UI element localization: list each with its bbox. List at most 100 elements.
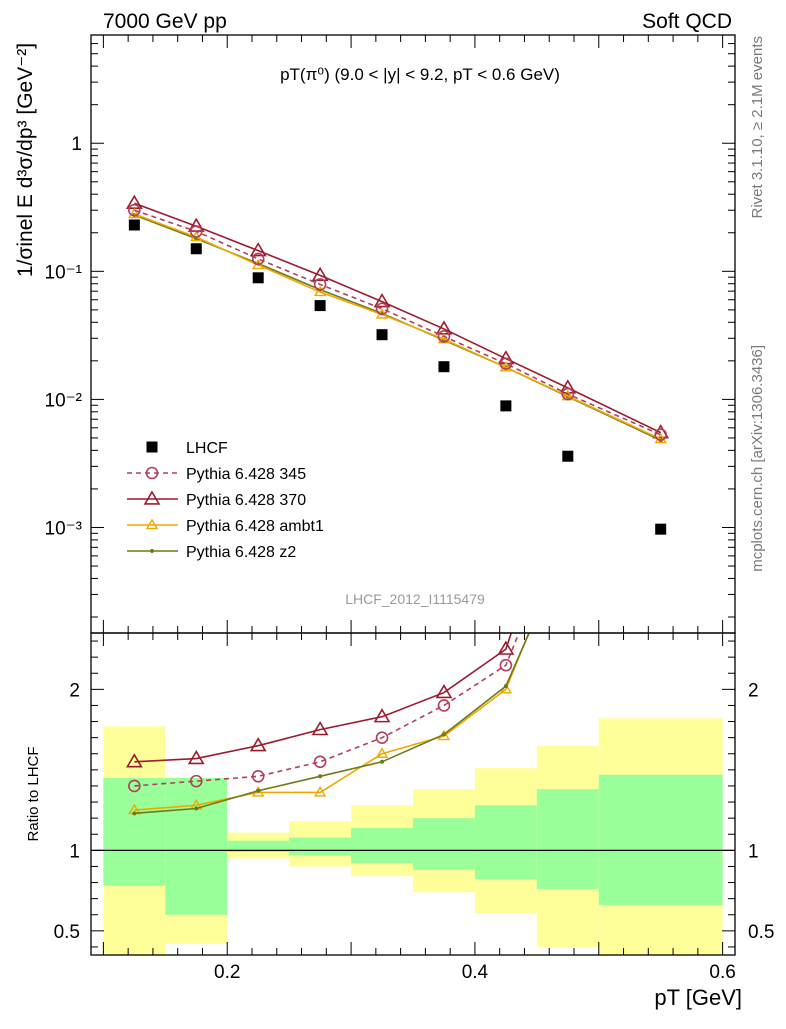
- ratio-point: [132, 811, 137, 816]
- ratio-point: [497, 640, 515, 655]
- data-point: [375, 302, 389, 316]
- ratio-y-tick-label-right: 2: [748, 680, 759, 701]
- data-point: [652, 424, 670, 439]
- ratio-point: [380, 759, 385, 764]
- legend-item: Pythia 6.428 z2: [127, 544, 296, 561]
- series-pythia-6-428-370: [125, 194, 670, 439]
- ratio-point: [128, 779, 141, 793]
- legend-marker: [143, 490, 161, 505]
- legend-item: Pythia 6.428 345: [127, 466, 306, 483]
- data-point: [314, 300, 326, 312]
- ratio-point: [194, 806, 199, 811]
- uncertainty-band-inner: [474, 805, 537, 880]
- series-line: [134, 209, 662, 436]
- ratio-y-tick-label: 1: [69, 841, 80, 862]
- ratio-point: [375, 747, 389, 758]
- data-point: [128, 203, 141, 217]
- series-line: [134, 213, 662, 440]
- ratio-point: [659, 204, 663, 208]
- data-point: [376, 329, 388, 341]
- ratio-point: [375, 731, 389, 744]
- main-y-tick-label: 10⁻²: [45, 390, 83, 411]
- main-y-axis-label: 1/σinel E d³σ/dp³ [GeV⁻²]: [14, 43, 37, 277]
- uncertainty-band-inner: [289, 837, 352, 856]
- uncertainty-band-inner: [536, 789, 599, 889]
- data-point: [500, 400, 512, 412]
- data-point: [499, 357, 513, 370]
- data-point: [249, 242, 267, 257]
- ratio-point: [249, 737, 267, 752]
- ratio-series-pythia-6-428-370: [125, 633, 515, 768]
- ratio-point: [562, 507, 573, 518]
- legend-marker: [145, 466, 159, 480]
- data-point: [128, 207, 141, 219]
- ratio-y-tick-label-right: 1: [748, 841, 759, 862]
- ratio-series-pythia-6-428-z2: [132, 204, 663, 816]
- ratio-point: [313, 786, 327, 797]
- ratio-point: [125, 753, 143, 768]
- legend-marker: [150, 549, 154, 553]
- header-energy-label: 7000 GeV pp: [103, 10, 227, 33]
- data-point: [373, 293, 391, 308]
- ratio-point: [499, 658, 513, 672]
- data-point: [189, 225, 203, 238]
- uncertainty-band-inner: [103, 777, 166, 886]
- data-point: [561, 387, 575, 401]
- legend-label: LHCF: [186, 440, 228, 457]
- ratio-point: [189, 774, 203, 788]
- legend-item: LHCF: [146, 440, 228, 457]
- ratio-line: [134, 633, 530, 811]
- ratio-point: [441, 732, 446, 737]
- ratio-point: [318, 774, 323, 779]
- ratio-point: [373, 708, 391, 723]
- ratio-plot-frame: [90, 632, 736, 956]
- legend-item: Pythia 6.428 ambt1: [127, 518, 324, 535]
- ratio-point: [656, 201, 666, 210]
- series-lhcf: [128, 219, 667, 535]
- main-y-tick-label: 1: [71, 134, 82, 155]
- ratio-x-tick-label: 0.6: [709, 962, 735, 983]
- data-point: [313, 278, 327, 291]
- main-y-tick-label: 10⁻¹: [45, 262, 83, 283]
- main-title: pT(π⁰) (9.0 < |y| < 9.2, pT < 0.6 GeV): [280, 65, 560, 84]
- uncertainty-band-inner: [351, 827, 413, 864]
- ratio-y-tick-label: 0.5: [54, 922, 80, 943]
- data-point: [311, 266, 329, 282]
- series-pythia-6-428-z2: [132, 213, 663, 443]
- data-point: [562, 450, 574, 462]
- ratio-point: [256, 788, 261, 793]
- ratio-point: [563, 531, 573, 540]
- ratio-point: [187, 750, 205, 765]
- rivet-version-label: Rivet 3.1.10, ≥ 2.1M events: [749, 36, 766, 219]
- uncertainty-band-inner: [165, 777, 228, 915]
- ratio-y-axis-label: Ratio to LHCF: [25, 746, 42, 841]
- legend-marker: [145, 518, 159, 530]
- mcplots-credit-label: mcplots.cern.ch [arXiv:1306.3436]: [749, 345, 766, 572]
- data-point: [251, 252, 265, 266]
- data-point: [654, 432, 667, 444]
- main-panel: 1 10⁻¹ 10⁻² 10⁻³ pT(π⁰) (9.0 < |y| < 9.2, p…: [14, 34, 736, 634]
- ratio-x-tick-label: 0.4: [462, 962, 489, 983]
- data-point: [499, 360, 513, 372]
- legend-label: Pythia 6.428 370: [186, 492, 306, 509]
- ratio-point: [313, 755, 327, 769]
- ratio-x-tick-label: 0.2: [214, 962, 240, 983]
- data-point: [655, 523, 667, 535]
- ratio-y-tick-label-right: 0.5: [748, 922, 774, 943]
- series-pythia-6-428-345: [128, 203, 667, 442]
- ratio-point: [311, 721, 329, 736]
- legend-label: Pythia 6.428 345: [186, 466, 306, 483]
- legend-label: Pythia 6.428 ambt1: [186, 518, 324, 535]
- series-line: [134, 214, 662, 441]
- uncertainty-band-inner: [227, 840, 290, 852]
- ratio-panel: 0.5 0.5 1 1 2 2 0.2 0.4 0.6 Ratio to LHCF pT [Ge…: [25, 201, 774, 1010]
- data-point: [559, 379, 577, 394]
- legend-label: Pythia 6.428 z2: [186, 544, 296, 561]
- data-point: [654, 428, 667, 442]
- ratio-point: [435, 683, 453, 699]
- ratio-point: [437, 699, 451, 712]
- legend: LHCF Pythia 6.428 345 Pythia 6.428 370 Pyth…: [127, 440, 324, 561]
- header-category-label: Soft QCD: [642, 10, 732, 33]
- ratio-point: [251, 769, 265, 783]
